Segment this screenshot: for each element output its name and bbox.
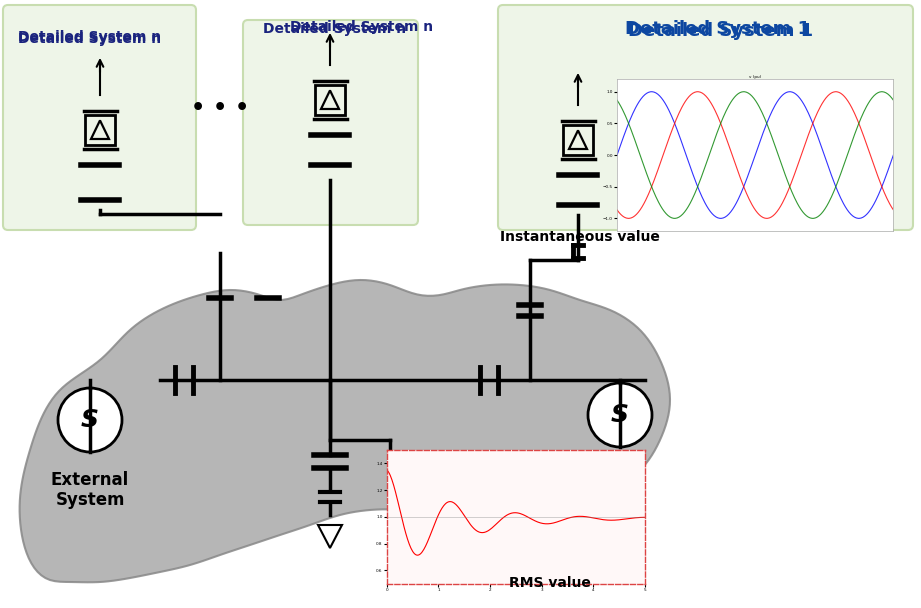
Text: Detailed System 1: Detailed System 1 [628, 22, 813, 40]
Text: Detailed System n: Detailed System n [18, 32, 161, 46]
Text: S: S [81, 408, 99, 432]
Bar [563, 125, 593, 155]
Text: Detailed System n: Detailed System n [18, 30, 161, 44]
FancyBboxPatch shape [3, 5, 196, 230]
Bar [85, 115, 115, 145]
Text: • • •: • • • [191, 98, 249, 118]
Text: Detailed System n: Detailed System n [290, 20, 433, 34]
Circle shape [58, 388, 122, 452]
PathPatch shape [19, 280, 670, 582]
Text: RMS value: RMS value [509, 576, 591, 590]
Bar [315, 85, 345, 115]
Text: External
System: External System [51, 471, 129, 510]
FancyBboxPatch shape [243, 20, 418, 225]
Text: Detailed System n: Detailed System n [263, 22, 406, 36]
Text: Detailed System 1: Detailed System 1 [625, 20, 810, 38]
Text: S: S [611, 403, 629, 427]
FancyBboxPatch shape [498, 5, 913, 230]
Text: Instantaneous value: Instantaneous value [500, 230, 660, 244]
Circle shape [588, 383, 652, 447]
Polygon shape [318, 525, 342, 548]
